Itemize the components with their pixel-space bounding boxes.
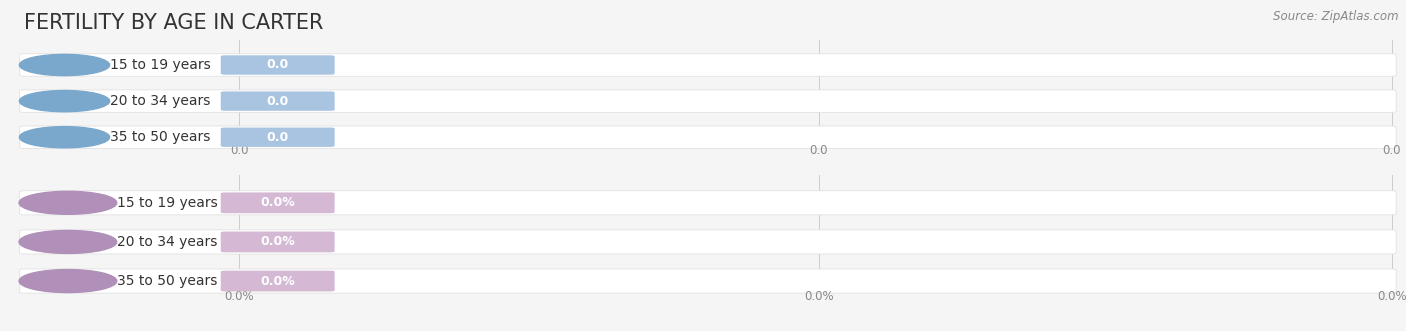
- Text: Source: ZipAtlas.com: Source: ZipAtlas.com: [1274, 10, 1399, 23]
- Text: 20 to 34 years: 20 to 34 years: [117, 235, 217, 249]
- Text: FERTILITY BY AGE IN CARTER: FERTILITY BY AGE IN CARTER: [24, 13, 323, 33]
- FancyBboxPatch shape: [20, 126, 1396, 148]
- Text: 0.0: 0.0: [267, 95, 288, 108]
- FancyBboxPatch shape: [20, 90, 1396, 112]
- Circle shape: [20, 230, 117, 254]
- Text: 35 to 50 years: 35 to 50 years: [117, 274, 217, 288]
- Circle shape: [20, 269, 117, 293]
- Text: 0.0%: 0.0%: [804, 290, 834, 303]
- Text: 0.0: 0.0: [229, 144, 249, 157]
- Text: 35 to 50 years: 35 to 50 years: [110, 130, 209, 144]
- FancyBboxPatch shape: [20, 54, 1396, 76]
- Circle shape: [20, 54, 110, 75]
- Text: 0.0: 0.0: [267, 59, 288, 71]
- FancyBboxPatch shape: [221, 55, 335, 75]
- Text: 0.0: 0.0: [267, 131, 288, 144]
- Text: 0.0%: 0.0%: [224, 290, 254, 303]
- Text: 0.0%: 0.0%: [1376, 290, 1406, 303]
- Text: 20 to 34 years: 20 to 34 years: [110, 94, 209, 108]
- Circle shape: [20, 90, 110, 112]
- FancyBboxPatch shape: [221, 91, 335, 111]
- Text: 0.0: 0.0: [810, 144, 828, 157]
- Text: 15 to 19 years: 15 to 19 years: [110, 58, 211, 72]
- FancyBboxPatch shape: [20, 191, 1396, 215]
- Text: 0.0%: 0.0%: [260, 274, 295, 288]
- Circle shape: [20, 126, 110, 148]
- Circle shape: [20, 191, 117, 214]
- FancyBboxPatch shape: [221, 271, 335, 292]
- Text: 0.0: 0.0: [1382, 144, 1402, 157]
- FancyBboxPatch shape: [20, 269, 1396, 293]
- FancyBboxPatch shape: [20, 230, 1396, 254]
- Text: 0.0%: 0.0%: [260, 235, 295, 249]
- Text: 0.0%: 0.0%: [260, 196, 295, 209]
- FancyBboxPatch shape: [221, 127, 335, 147]
- FancyBboxPatch shape: [221, 231, 335, 252]
- Text: 15 to 19 years: 15 to 19 years: [117, 196, 218, 210]
- FancyBboxPatch shape: [221, 192, 335, 213]
